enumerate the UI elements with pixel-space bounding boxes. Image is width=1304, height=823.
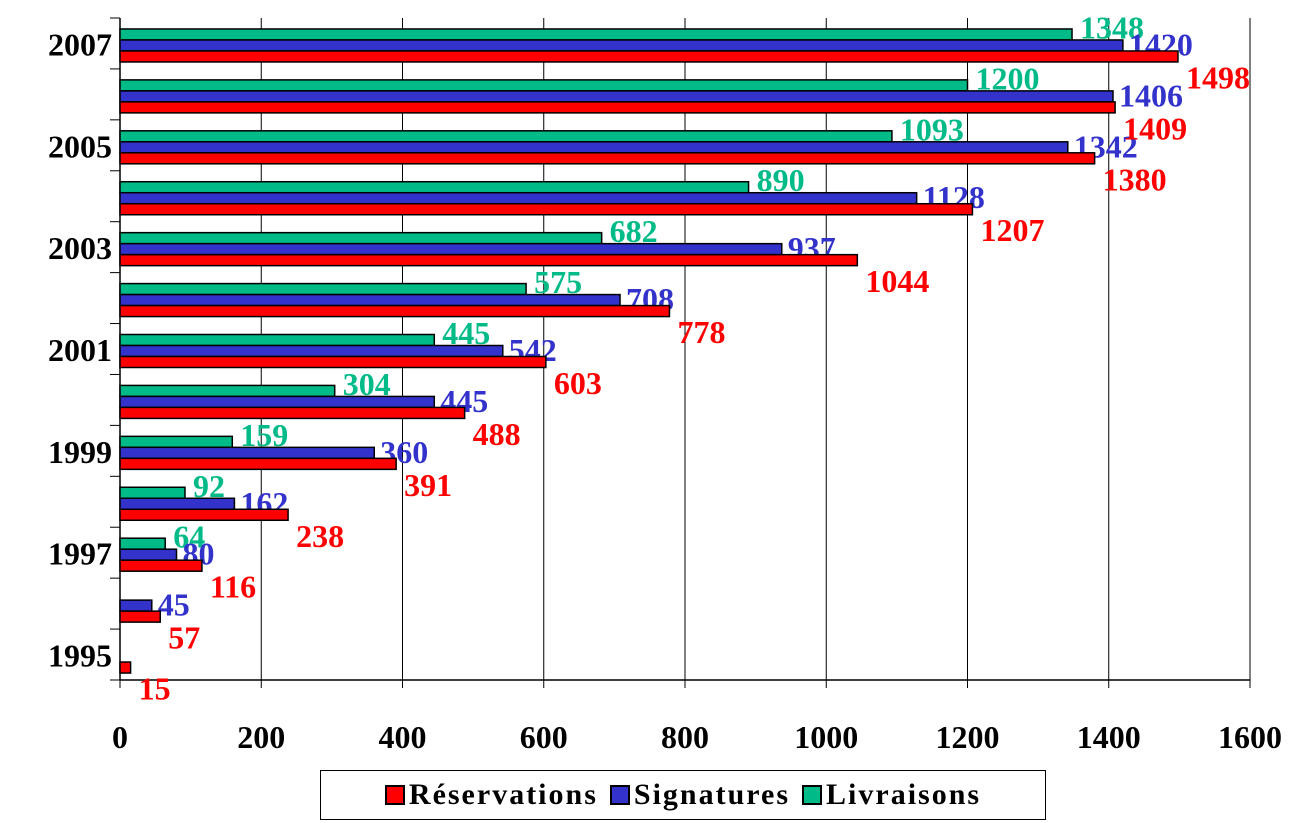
bar-livraisons — [119, 130, 893, 143]
x-tick-label: 200 — [237, 719, 285, 755]
data-label-reservations: 238 — [296, 518, 344, 554]
bar-signatures — [119, 548, 178, 561]
data-label-reservations: 1207 — [980, 212, 1044, 248]
data-label-livraisons: 64 — [173, 519, 205, 555]
bar-chart: 0 200 400 600 800 1000 1200 1400 1600 1995 1997 199… — [48, 9, 1282, 755]
data-label-reservations: 603 — [554, 365, 602, 401]
bar-reservations — [119, 101, 1116, 114]
data-label-reservations: 1044 — [865, 263, 929, 299]
legend-item-reservations: Réservations — [384, 778, 598, 812]
bar-reservations — [119, 202, 974, 216]
data-label-signatures: 45 — [158, 587, 190, 623]
x-tick-label: 0 — [112, 719, 128, 755]
legend-item-signatures: Signatures — [609, 778, 791, 812]
legend-label-reservations: Réservations — [408, 778, 598, 811]
y-tick-label: 2007 — [48, 26, 112, 62]
bar-reservations — [119, 304, 671, 318]
bar-livraisons — [119, 333, 436, 347]
data-label-reservations: 778 — [677, 314, 725, 350]
y-tick-label: 2001 — [48, 332, 112, 368]
data-label-reservations: 15 — [139, 671, 171, 707]
x-tick-label: 800 — [661, 719, 709, 755]
bar-signatures — [119, 191, 918, 205]
x-tick-label: 1600 — [1218, 719, 1282, 755]
bar-signatures — [119, 242, 783, 256]
bar-reservations — [119, 355, 547, 369]
data-label-reservations: 57 — [168, 620, 200, 656]
y-tick-label: 1995 — [48, 638, 112, 674]
data-label-reservations: 1498 — [1186, 59, 1250, 95]
bar-reservations — [119, 559, 203, 572]
bar-livraisons — [119, 282, 527, 296]
legend-swatch-reservations — [384, 785, 405, 805]
x-tick-label: 400 — [379, 719, 427, 755]
data-label-reservations: 1409 — [1123, 110, 1187, 146]
bar-signatures — [119, 293, 621, 307]
bar-signatures — [119, 446, 375, 460]
chart-legend: Réservations Signatures Livraisons — [320, 770, 1046, 820]
bar-signatures — [119, 141, 1069, 154]
legend-label-signatures: Signatures — [633, 778, 791, 811]
legend-swatch-signatures — [609, 785, 630, 805]
bar-reservations — [119, 50, 1179, 63]
bar-signatures — [119, 599, 153, 612]
bar-livraisons — [119, 486, 186, 500]
y-tick-label: 2003 — [48, 230, 112, 266]
legend-label-livraisons: Livraisons — [826, 778, 982, 811]
data-label-reservations: 116 — [210, 569, 256, 605]
x-tick-label: 1400 — [1077, 719, 1141, 755]
x-tick-label: 1200 — [936, 719, 1000, 755]
bar-signatures — [119, 39, 1124, 52]
bar-reservations — [119, 253, 859, 267]
data-label-signatures: 1406 — [1119, 77, 1183, 113]
legend-item-livraisons: Livraisons — [802, 778, 981, 812]
bar-reservations — [119, 610, 162, 623]
y-tick-label: 1997 — [48, 536, 112, 572]
bar-reservations — [119, 508, 289, 522]
bar-livraisons — [119, 28, 1073, 41]
bar-livraisons — [119, 537, 166, 550]
bar-livraisons — [119, 79, 969, 92]
bar-livraisons — [119, 231, 603, 245]
bar-reservations — [119, 661, 132, 674]
x-tick-label: 1000 — [794, 719, 858, 755]
bar-livraisons — [119, 435, 234, 449]
y-tick-label: 1999 — [48, 434, 112, 470]
bar-signatures — [119, 344, 504, 358]
data-label-reservations: 391 — [404, 467, 452, 503]
bar-reservations — [119, 406, 466, 420]
bar-reservations — [119, 457, 397, 471]
bar-signatures — [119, 497, 236, 511]
bar-signatures — [119, 395, 436, 409]
data-label-reservations: 488 — [473, 416, 521, 452]
legend-swatch-livraisons — [802, 785, 823, 805]
data-label-reservations: 1380 — [1103, 161, 1167, 197]
bar-reservations — [119, 152, 1096, 165]
bar-livraisons — [119, 180, 750, 194]
bar-livraisons — [119, 384, 336, 398]
x-tick-label: 600 — [520, 719, 568, 755]
y-tick-label: 2005 — [48, 128, 112, 164]
bar-signatures — [119, 90, 1114, 103]
